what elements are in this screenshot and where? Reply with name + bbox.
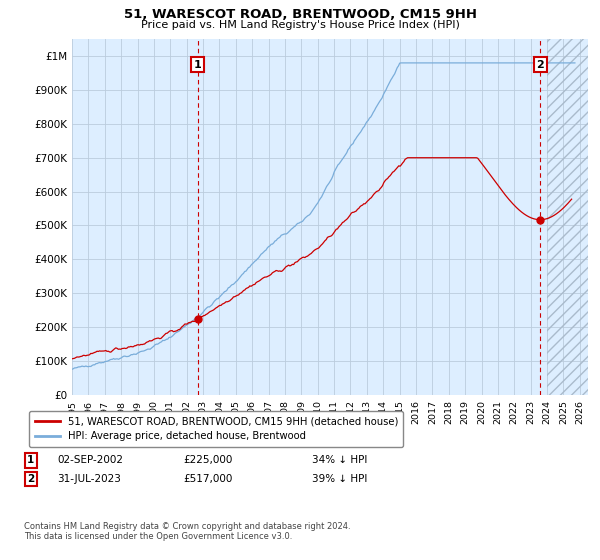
Text: £225,000: £225,000 <box>183 455 232 465</box>
Text: 1: 1 <box>27 455 34 465</box>
Text: Price paid vs. HM Land Registry's House Price Index (HPI): Price paid vs. HM Land Registry's House … <box>140 20 460 30</box>
Text: 02-SEP-2002: 02-SEP-2002 <box>57 455 123 465</box>
Text: 1: 1 <box>194 59 202 69</box>
Text: 39% ↓ HPI: 39% ↓ HPI <box>312 474 367 484</box>
Text: 2: 2 <box>27 474 34 484</box>
Text: Contains HM Land Registry data © Crown copyright and database right 2024.
This d: Contains HM Land Registry data © Crown c… <box>24 522 350 542</box>
Text: £517,000: £517,000 <box>183 474 232 484</box>
Text: 51, WARESCOT ROAD, BRENTWOOD, CM15 9HH: 51, WARESCOT ROAD, BRENTWOOD, CM15 9HH <box>124 8 476 21</box>
Bar <box>547 39 588 395</box>
Text: 31-JUL-2023: 31-JUL-2023 <box>57 474 121 484</box>
Legend: 51, WARESCOT ROAD, BRENTWOOD, CM15 9HH (detached house), HPI: Average price, det: 51, WARESCOT ROAD, BRENTWOOD, CM15 9HH (… <box>29 411 403 446</box>
Text: 2: 2 <box>536 59 544 69</box>
Text: 34% ↓ HPI: 34% ↓ HPI <box>312 455 367 465</box>
